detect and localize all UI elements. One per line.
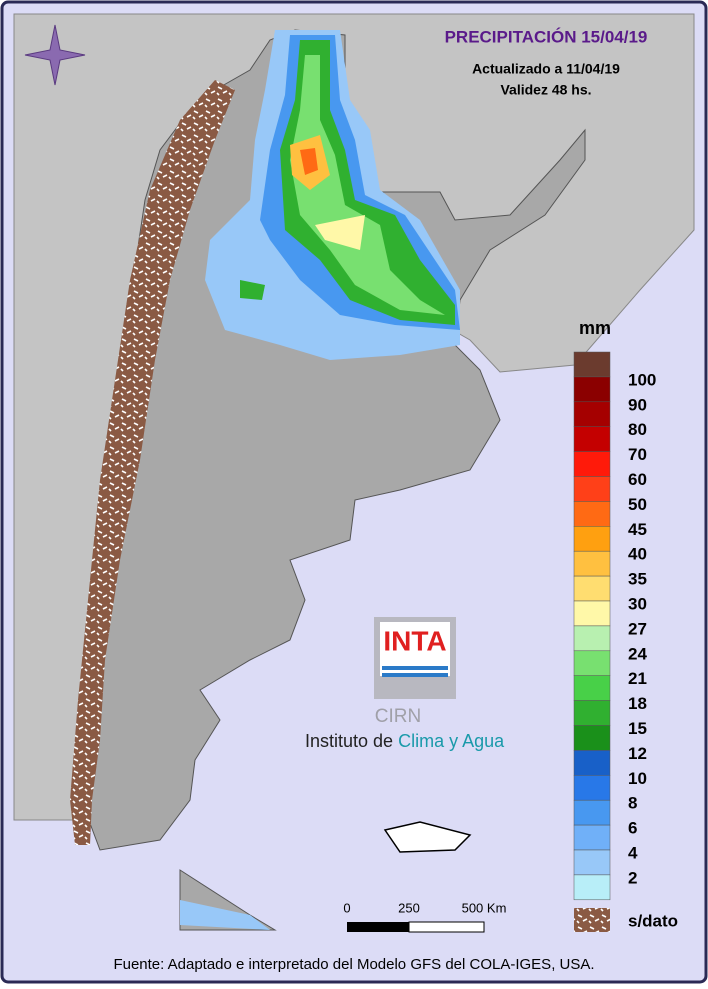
legend-swatch [573,725,611,751]
legend-label: 6 [628,819,637,838]
precip-18 [280,40,455,325]
legend-swatch [573,550,611,577]
legend-label: 27 [628,619,647,638]
legend-swatch [573,526,611,552]
updated: Actualizado a 11/04/19 [472,61,620,77]
legend-swatch [573,775,611,801]
legend-label: 4 [628,843,638,862]
legend-swatch [573,675,611,701]
legend-swatch [573,376,611,403]
legend-label: 40 [628,545,647,564]
legend-label: 60 [628,470,647,489]
legend-swatch [573,401,611,427]
no-data-swatch [574,908,610,932]
compass [24,24,86,86]
legend-swatch [573,351,611,378]
legend-label: 50 [628,495,647,514]
institute-text: Instituto de [305,731,393,751]
legend-swatch [573,650,611,676]
legend-label: 70 [628,445,647,464]
precip-24 [290,55,445,315]
legend-unit: mm [579,318,611,338]
footer: Fuente: Adaptado e interpretado del Mode… [113,956,594,973]
scale-bar [408,921,485,933]
legend-swatch [573,849,611,876]
legend-swatch [573,700,611,726]
legend-swatch [573,824,611,851]
legend-swatch [573,476,611,502]
legend-label: 30 [628,594,647,613]
legend-label: 100 [628,370,656,389]
legend-swatch [573,600,611,627]
scale-label: 250 [398,900,420,915]
legend-label: 15 [628,719,647,738]
legend-label: 24 [628,644,647,663]
legend-swatch [573,750,611,776]
legend-label: 90 [628,395,647,414]
precip-south [180,900,270,930]
legend-swatch [573,451,611,477]
validity: Validez 48 hs. [500,82,591,98]
legend-swatch [573,575,611,602]
scale-label: 0 [343,900,350,915]
legend-swatch [573,501,611,527]
logo-stripe [382,666,448,670]
legend-swatch [573,625,611,652]
legend-label: 8 [628,794,637,813]
legend-label: 2 [628,868,637,887]
institute: Instituto de Clima y Agua [305,731,505,751]
precip-30 [315,215,365,250]
legend-label: 35 [628,570,647,589]
no-data-label: s/dato [628,911,678,930]
scale-label: 500 Km [462,900,507,915]
legend-label: 21 [628,669,647,688]
legend-swatch [573,426,611,452]
title: PRECIPITACIÓN 15/04/19 [445,27,648,46]
legend-label: 45 [628,520,647,539]
precip-18b [240,280,265,300]
legend-label: 80 [628,420,647,439]
no-data-area [70,80,235,845]
logo-center: CIRN [375,706,421,727]
logo-brand: INTA [383,625,446,656]
malvinas [383,821,472,853]
legend-label: 12 [628,744,647,763]
scale-bar [347,922,409,932]
logo-stripe [382,673,448,677]
institute-highlight: Clima y Agua [398,731,505,751]
legend: 100 90 80 70 60 50 45 40 35 30 27 24 21 18 15 12 10 8 6 4 2 [573,351,656,901]
legend-label: 18 [628,694,647,713]
legend-label: 10 [628,769,647,788]
legend-swatch [573,799,611,826]
precip-50 [300,148,318,175]
legend-swatch [573,874,611,901]
